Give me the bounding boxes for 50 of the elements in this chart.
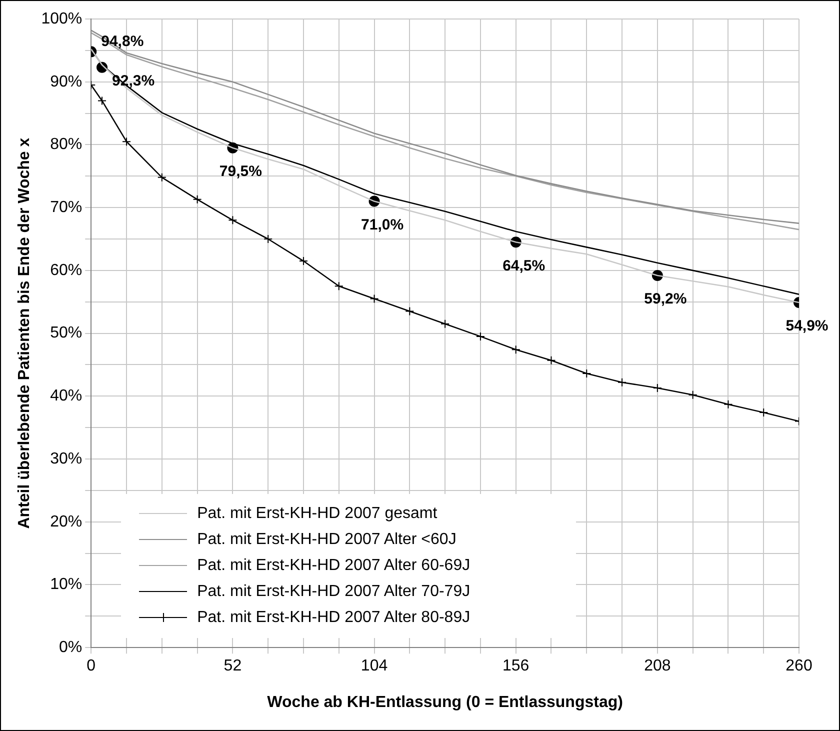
y-tick-label: 20% <box>50 513 82 530</box>
point <box>511 345 520 354</box>
point <box>652 383 662 392</box>
data-label: 64,5% <box>502 257 546 274</box>
data-label: 54,9% <box>786 318 828 335</box>
point <box>618 378 627 387</box>
x-tick-label: 104 <box>360 658 388 675</box>
y-tick-label: 10% <box>50 576 82 594</box>
x-tick-label: 156 <box>502 658 530 675</box>
point <box>582 369 592 378</box>
point <box>370 294 379 304</box>
point <box>440 319 450 328</box>
x-axis-title: Woche ab KH-Entlassung (0 = Entlassungstag) <box>267 694 623 711</box>
point <box>546 356 556 365</box>
point <box>759 408 768 418</box>
data-label: 79,5% <box>219 163 262 180</box>
point <box>122 137 132 146</box>
x-tick-label: 0 <box>86 658 96 675</box>
data-label: 71,0% <box>361 216 404 234</box>
y-tick-label: 90% <box>50 73 82 90</box>
y-tick-label: 70% <box>50 198 82 216</box>
point <box>98 96 107 106</box>
legend-label: Pat. mit Erst-KH-HD 2007 Alter 80-89J <box>197 608 470 627</box>
point <box>264 234 273 244</box>
point <box>228 216 238 225</box>
legend-label: Pat. mit Erst-KH-HD 2007 Alter <60J <box>197 530 456 549</box>
y-axis-title: Anteil überlebende Patienten bis Ende der Woche x <box>16 138 34 529</box>
point <box>334 282 344 291</box>
y-tick-label: 60% <box>50 262 82 279</box>
data-label: 94,8% <box>101 32 144 50</box>
point <box>405 306 414 316</box>
legend-label: Pat. mit Erst-KH-HD 2007 gesamt <box>197 504 438 523</box>
point <box>476 332 485 341</box>
y-tick-label: 30% <box>50 450 82 468</box>
point <box>688 390 698 400</box>
legend-label: Pat. mit Erst-KH-HD 2007 Alter 60-69J <box>197 556 470 575</box>
data-label: 59,2% <box>644 290 687 308</box>
point <box>298 256 308 266</box>
x-tick-label: 52 <box>224 658 242 675</box>
point <box>192 194 202 204</box>
y-tick-label: 50% <box>50 324 82 342</box>
y-tick-label: 40% <box>50 388 82 405</box>
point <box>157 172 166 182</box>
x-tick-label: 260 <box>786 658 812 675</box>
legend-label: Pat. mit Erst-KH-HD 2007 Alter 70-79J <box>197 582 470 601</box>
x-tick-label: 208 <box>644 658 671 675</box>
y-tick-label: 100% <box>41 10 82 28</box>
point <box>724 400 733 409</box>
y-tick-label: 0% <box>58 639 82 656</box>
y-tick-label: 80% <box>50 136 82 154</box>
